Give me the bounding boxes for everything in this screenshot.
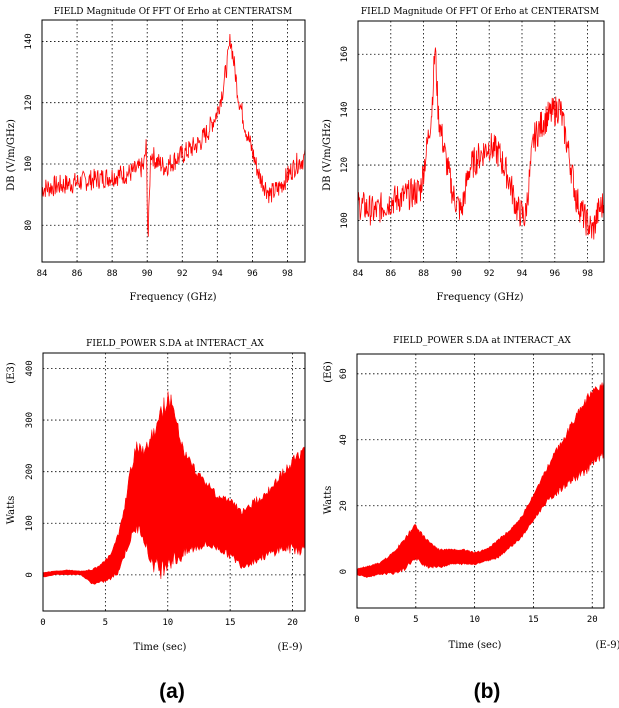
y-tick-label: 120 [24,95,34,111]
x-tick-label: 90 [142,269,153,279]
x-tick-label: 96 [549,269,560,279]
series-line [41,33,306,237]
chart-title: FIELD Magnitude Of FFT Of Erho at CENTER… [54,7,292,17]
fft-chart-a: FIELD Magnitude Of FFT Of Erho at CENTER… [6,7,306,303]
y-axis-exponent: (E3) [6,362,17,384]
x-tick-label: 88 [418,269,429,279]
chart-title: FIELD_POWER S.DA at INTERACT_AX [393,336,571,346]
x-axis-label: Time (sec) [449,640,502,651]
plot-frame [42,352,306,612]
x-tick-label: 15 [225,618,236,628]
x-tick-label: 94 [517,269,528,279]
y-tick-label: 200 [25,464,35,480]
x-tick-label: 94 [212,269,223,279]
plot-frame [356,353,605,609]
series-band [42,391,306,585]
y-tick-label: 80 [24,220,34,231]
x-tick-label: 5 [413,615,418,625]
y-tick-label: 20 [339,500,349,511]
y-tick-label: 400 [25,360,35,376]
x-tick-label: 92 [484,269,495,279]
y-tick-label: 0 [25,572,35,577]
x-tick-label: 10 [469,615,480,625]
plot-frame [41,19,306,263]
y-axis-exponent: (E6) [323,361,334,383]
x-tick-label: 20 [287,618,298,628]
panel-label-b: (b) [474,680,501,703]
y-axis-label: Watts [6,496,17,525]
y-tick-label: 300 [25,412,35,428]
x-tick-label: 84 [353,269,364,279]
y-axis-label: DB (V/m/GHz) [6,119,17,191]
series-line [357,47,605,240]
power-chart-a: FIELD_POWER S.DA at INTERACT_AX Time (se… [6,339,306,653]
x-axis-exponent: (E-9) [595,640,619,651]
x-tick-label: 92 [177,269,188,279]
series-band [356,380,605,578]
x-tick-label: 10 [162,618,173,628]
y-tick-label: 100 [25,515,35,531]
x-axis-label: Frequency (GHz) [129,292,216,303]
x-tick-label: 84 [37,269,48,279]
y-tick-label: 100 [340,212,350,228]
x-axis-exponent: (E-9) [277,642,302,653]
x-tick-label: 15 [528,615,539,625]
power-chart-b: FIELD_POWER S.DA at INTERACT_AX Time (se… [323,336,619,651]
plot-frame [357,20,605,263]
y-axis-label: Watts [323,486,334,515]
y-tick-label: 40 [339,434,349,445]
x-tick-label: 90 [451,269,462,279]
x-tick-label: 5 [103,618,108,628]
fft-chart-b: FIELD Magnitude Of FFT Of Erho at CENTER… [322,7,605,303]
x-tick-label: 86 [385,269,396,279]
x-tick-label: 96 [247,269,258,279]
x-tick-label: 0 [40,618,45,628]
x-tick-label: 86 [72,269,83,279]
y-tick-label: 140 [24,33,34,49]
x-tick-label: 98 [582,269,593,279]
y-tick-label: 60 [339,368,349,379]
x-axis-label: Frequency (GHz) [436,292,523,303]
y-tick-label: 140 [340,102,350,118]
x-tick-label: 20 [587,615,598,625]
x-axis-label: Time (sec) [134,642,187,653]
y-tick-label: 100 [24,156,34,172]
y-tick-label: 120 [340,157,350,173]
y-tick-label: 0 [339,569,349,574]
x-tick-label: 88 [107,269,118,279]
x-tick-label: 98 [282,269,293,279]
y-tick-label: 160 [340,46,350,62]
chart-title: FIELD_POWER S.DA at INTERACT_AX [86,339,264,349]
chart-title: FIELD Magnitude Of FFT Of Erho at CENTER… [361,7,599,17]
x-tick-label: 0 [354,615,359,625]
panel-label-a: (a) [159,680,185,703]
y-axis-label: DB (V/m/GHz) [322,119,333,191]
